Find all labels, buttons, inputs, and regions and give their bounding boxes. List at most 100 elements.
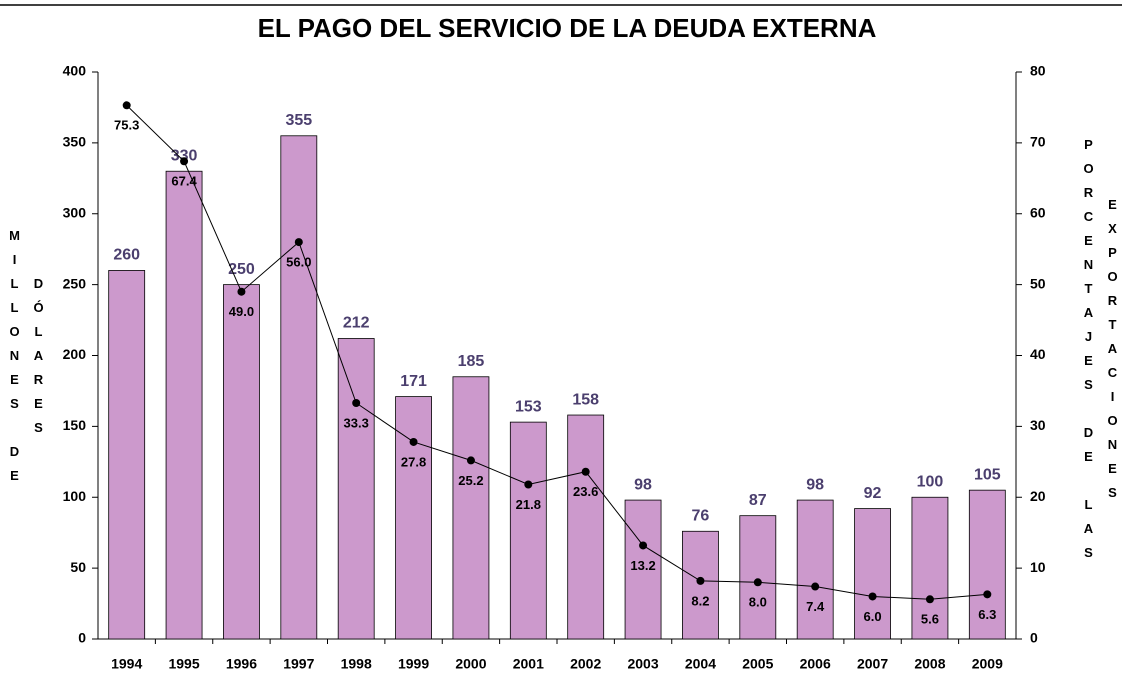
bar-value-label: 105 xyxy=(974,466,1001,483)
bar-value-label: 330 xyxy=(171,147,198,164)
bar xyxy=(395,396,432,640)
line-value-label: 8.2 xyxy=(691,593,709,608)
x-tick-label: 1999 xyxy=(398,656,429,672)
line-value-label: 8.0 xyxy=(749,595,767,610)
bar-value-label: 260 xyxy=(113,247,140,264)
line-value-label: 6.3 xyxy=(978,607,996,622)
line-point xyxy=(925,595,934,604)
line-point xyxy=(180,157,189,166)
x-tick-label: 2003 xyxy=(627,656,658,672)
bar xyxy=(165,170,203,640)
line-value-label: 67.4 xyxy=(171,174,197,189)
bar-value-label: 92 xyxy=(864,485,882,502)
bar xyxy=(682,530,719,640)
line xyxy=(126,104,988,600)
line-value-label: 5.6 xyxy=(921,612,939,627)
line-point xyxy=(524,480,533,489)
bar-value-label: 98 xyxy=(634,476,652,493)
y-tick-label: 400 xyxy=(63,63,87,79)
line-value-label: 49.0 xyxy=(229,304,254,319)
y2-tick-label: 80 xyxy=(1030,63,1046,79)
bar-value-label: 212 xyxy=(343,315,370,332)
line-value-label: 33.3 xyxy=(344,415,369,430)
line-value-label: 56.0 xyxy=(286,255,311,270)
bar-value-label: 171 xyxy=(400,373,427,390)
bar-value-label: 76 xyxy=(692,507,710,524)
line-point xyxy=(294,238,303,247)
line-point xyxy=(811,582,820,591)
y-tick-label: 0 xyxy=(78,630,86,646)
line-point xyxy=(868,592,877,601)
bar-value-label: 355 xyxy=(285,112,312,129)
line-point xyxy=(237,287,246,296)
bar xyxy=(452,376,490,640)
y-tick-label: 100 xyxy=(63,488,87,504)
line-point xyxy=(639,541,648,550)
line-point xyxy=(696,576,705,585)
x-tick-label: 1997 xyxy=(283,656,314,672)
line-value-label: 23.6 xyxy=(573,484,598,499)
x-tick-label: 2000 xyxy=(455,656,486,672)
chart-title: EL PAGO DEL SERVICIO DE LA DEUDA EXTERNA xyxy=(258,13,877,43)
bar xyxy=(223,284,260,640)
y-tick-label: 50 xyxy=(70,559,86,575)
y-tick-label: 250 xyxy=(63,275,87,291)
y2-axis-label: PORCENTAJES DE LAS EXPORTACIONES xyxy=(1081,137,1120,569)
x-tick-label: 2005 xyxy=(742,656,773,672)
y2-tick-label: 70 xyxy=(1030,134,1046,150)
x-tick-label: 1994 xyxy=(111,656,142,672)
bar xyxy=(280,135,318,640)
line-value-label: 7.4 xyxy=(806,599,825,614)
x-tick-label: 2001 xyxy=(513,656,544,672)
line-point xyxy=(122,101,131,110)
bar-value-label: 250 xyxy=(228,261,255,278)
bar xyxy=(739,515,777,640)
x-tick-label: 1996 xyxy=(226,656,257,672)
y-tick-label: 300 xyxy=(63,204,87,220)
bar-value-label: 185 xyxy=(458,353,485,370)
x-tick-label: 1998 xyxy=(341,656,372,672)
bar-value-label: 87 xyxy=(749,492,767,509)
line-point xyxy=(581,467,590,476)
bar xyxy=(509,421,547,640)
line-point xyxy=(753,578,762,587)
bar xyxy=(911,496,949,640)
y-tick-label: 150 xyxy=(63,417,87,433)
x-tick-label: 2007 xyxy=(857,656,888,672)
line-value-label: 13.2 xyxy=(630,558,655,573)
line-point xyxy=(409,437,418,446)
x-tick-label: 1995 xyxy=(168,656,199,672)
line-point xyxy=(352,398,361,407)
line-value-label: 75.3 xyxy=(114,118,139,133)
bar-value-label: 98 xyxy=(806,476,824,493)
y-tick-label: 200 xyxy=(63,346,87,362)
y2-tick-label: 40 xyxy=(1030,346,1046,362)
bar xyxy=(567,414,605,640)
bar-value-label: 153 xyxy=(515,398,542,415)
line-value-label: 27.8 xyxy=(401,454,426,469)
line-point xyxy=(466,456,475,465)
x-tick-label: 2002 xyxy=(570,656,601,672)
bar-value-label: 100 xyxy=(917,473,944,490)
line-value-label: 21.8 xyxy=(516,497,541,512)
line-value-label: 25.2 xyxy=(458,473,483,488)
y-axis-label: MILLONES DE DÓLARES xyxy=(7,228,46,492)
y2-tick-label: 30 xyxy=(1030,417,1046,433)
y2-tick-label: 60 xyxy=(1030,204,1046,220)
bar xyxy=(968,489,1006,640)
bar xyxy=(854,508,891,640)
y2-tick-label: 0 xyxy=(1030,630,1038,646)
bar xyxy=(337,338,375,640)
x-tick-label: 2004 xyxy=(685,656,716,672)
bar xyxy=(624,499,662,640)
x-tick-label: 2009 xyxy=(972,656,1003,672)
y2-tick-label: 20 xyxy=(1030,488,1046,504)
bar xyxy=(108,270,146,640)
x-tick-label: 2006 xyxy=(800,656,831,672)
x-tick-label: 2008 xyxy=(914,656,945,672)
line-value-label: 6.0 xyxy=(864,609,882,624)
y2-tick-label: 50 xyxy=(1030,275,1046,291)
y2-tick-label: 10 xyxy=(1030,559,1046,575)
